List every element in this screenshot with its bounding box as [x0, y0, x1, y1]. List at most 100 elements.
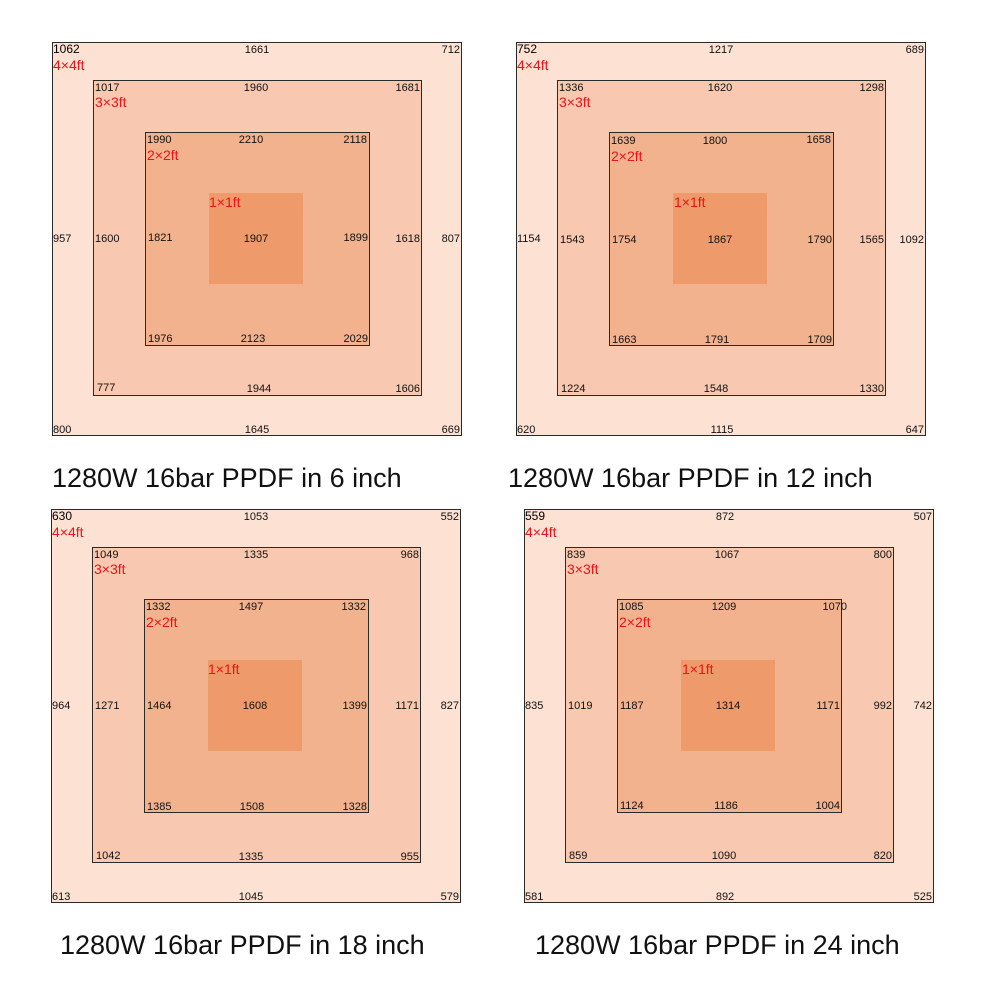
value-4x4-top-right: 507 — [913, 511, 932, 523]
value-2x2-mid-right: 1171 — [816, 700, 840, 712]
ppfd-map-12-inch: 752 4×4ft 1217 689 1154 1092 620 1115 64… — [516, 42, 926, 436]
value-1x1-center: 1314 — [715, 700, 741, 712]
value-3x3-bottom-mid: 1090 — [711, 850, 737, 862]
value-3x3-mid-right: 992 — [873, 700, 892, 712]
label-1x1ft: 1×1ft — [674, 194, 706, 210]
value-2x2-top-left: 1085 — [619, 601, 644, 613]
value-4x4-bottom-mid: 1645 — [244, 424, 270, 436]
value-3x3-top-right: 1298 — [859, 82, 884, 94]
value-4x4-top-right: 552 — [440, 511, 459, 523]
value-2x2-mid-right: 1399 — [342, 700, 367, 712]
value-3x3-bottom-left: 1224 — [561, 383, 586, 395]
value-4x4-top-left: 559 — [525, 509, 546, 523]
value-3x3-mid-left: 1019 — [568, 700, 593, 712]
value-3x3-bottom-right: 820 — [873, 850, 892, 862]
value-2x2-top-right: 1332 — [341, 601, 366, 613]
label-4x4ft: 4×4ft — [525, 524, 557, 540]
value-4x4-bottom-mid: 1115 — [710, 424, 734, 436]
value-3x3-mid-right: 1565 — [859, 234, 884, 246]
value-3x3-top-left: 839 — [567, 549, 586, 561]
value-3x3-bottom-mid: 1335 — [238, 851, 264, 863]
value-2x2-mid-right: 1790 — [807, 234, 832, 246]
value-3x3-top-left: 1017 — [95, 82, 120, 94]
value-2x2-mid-right: 1899 — [343, 232, 368, 244]
label-3x3ft: 3×3ft — [94, 561, 126, 577]
value-3x3-mid-left: 1600 — [95, 233, 120, 245]
value-4x4-bottom-right: 579 — [440, 891, 459, 903]
caption-18-inch: 1280W 16bar PPDF in 18 inch — [60, 930, 425, 960]
value-2x2-top-left: 1332 — [146, 601, 171, 613]
value-4x4-top-left: 752 — [517, 42, 538, 56]
value-4x4-mid-left: 1154 — [517, 233, 541, 245]
value-4x4-bottom-mid: 892 — [715, 891, 735, 903]
value-3x3-mid-right: 1618 — [395, 233, 420, 245]
value-4x4-bottom-left: 620 — [517, 424, 536, 436]
value-2x2-bottom-right: 1328 — [342, 801, 367, 813]
value-4x4-mid-right: 807 — [441, 233, 460, 245]
value-3x3-bottom-right: 955 — [400, 851, 419, 863]
label-1x1ft: 1×1ft — [682, 661, 714, 677]
value-3x3-top-right: 1681 — [395, 82, 420, 94]
value-4x4-top-mid: 1217 — [708, 44, 734, 56]
value-2x2-bottom-left: 1976 — [148, 333, 173, 345]
value-4x4-top-mid: 872 — [715, 511, 735, 523]
label-3x3ft: 3×3ft — [559, 94, 591, 110]
value-1x1-center: 1608 — [242, 700, 268, 712]
value-2x2-top-mid: 1800 — [702, 135, 728, 147]
area-1x1ft — [681, 660, 775, 751]
value-3x3-bottom-left: 859 — [569, 850, 588, 862]
value-2x2-mid-left: 1187 — [620, 700, 644, 712]
value-3x3-top-right: 968 — [400, 549, 419, 561]
value-4x4-mid-left: 964 — [52, 700, 71, 712]
value-4x4-mid-left: 957 — [53, 233, 72, 245]
label-2x2ft: 2×2ft — [619, 614, 651, 630]
value-1x1-center: 1907 — [243, 233, 269, 245]
value-3x3-top-right: 800 — [873, 549, 892, 561]
value-2x2-bottom-left: 1663 — [612, 334, 637, 346]
value-2x2-mid-left: 1754 — [612, 234, 637, 246]
value-4x4-top-right: 712 — [441, 44, 460, 56]
label-3x3ft: 3×3ft — [567, 561, 599, 577]
value-3x3-top-mid: 1335 — [243, 549, 269, 561]
label-3x3ft: 3×3ft — [95, 94, 127, 110]
label-4x4ft: 4×4ft — [52, 524, 84, 540]
value-3x3-top-mid: 1620 — [707, 82, 733, 94]
value-4x4-mid-left: 835 — [525, 700, 544, 712]
value-2x2-top-left: 1990 — [147, 134, 172, 146]
value-2x2-mid-left: 1464 — [147, 700, 172, 712]
value-2x2-top-left: 1639 — [611, 135, 636, 147]
value-4x4-top-left: 630 — [52, 509, 73, 523]
ppfd-map-18-inch: 630 4×4ft 1053 552 964 827 613 1045 579 … — [51, 509, 461, 903]
value-2x2-bottom-mid: 1186 — [714, 800, 738, 812]
value-3x3-mid-left: 1543 — [560, 234, 585, 246]
value-2x2-top-mid: 2210 — [238, 134, 264, 146]
value-4x4-top-left: 1062 — [53, 42, 80, 56]
value-2x2-top-right: 1658 — [806, 134, 831, 146]
value-4x4-mid-right: 742 — [913, 700, 932, 712]
value-4x4-bottom-mid: 1045 — [238, 891, 264, 903]
value-4x4-top-mid: 1053 — [243, 511, 269, 523]
value-2x2-top-right: 2118 — [343, 134, 367, 146]
value-2x2-bottom-left: 1124 — [620, 800, 644, 812]
value-3x3-top-left: 1336 — [559, 82, 584, 94]
value-3x3-bottom-mid: 1944 — [246, 383, 272, 395]
label-1x1ft: 1×1ft — [209, 194, 241, 210]
value-3x3-mid-right: 1171 — [395, 700, 419, 712]
value-3x3-mid-left: 1271 — [95, 700, 120, 712]
value-3x3-bottom-mid: 1548 — [703, 383, 729, 395]
value-4x4-mid-right: 827 — [440, 700, 459, 712]
area-1x1ft — [673, 193, 767, 284]
value-4x4-bottom-right: 647 — [905, 424, 924, 436]
area-1x1ft — [208, 660, 302, 751]
value-4x4-bottom-left: 800 — [53, 424, 72, 436]
caption-6-inch: 1280W 16bar PPDF in 6 inch — [52, 463, 402, 493]
value-4x4-top-mid: 1661 — [244, 44, 270, 56]
area-1x1ft — [209, 193, 303, 284]
value-3x3-top-mid: 1067 — [714, 549, 740, 561]
value-4x4-mid-right: 1092 — [899, 234, 924, 246]
caption-12-inch: 1280W 16bar PPDF in 12 inch — [508, 463, 873, 493]
value-2x2-mid-left: 1821 — [148, 232, 173, 244]
value-2x2-top-right: 1070 — [822, 601, 847, 613]
value-3x3-bottom-right: 1330 — [859, 383, 884, 395]
value-4x4-bottom-right: 669 — [441, 424, 460, 436]
